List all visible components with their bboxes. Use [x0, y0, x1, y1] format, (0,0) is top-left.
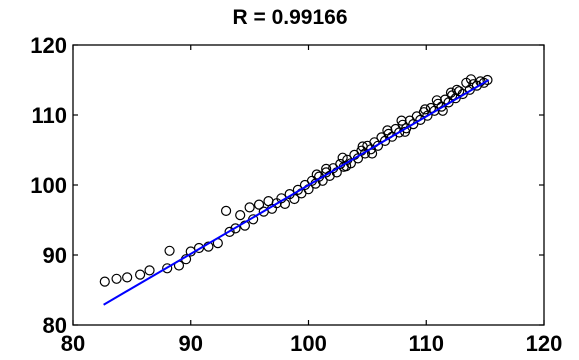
- data-point: [122, 272, 133, 283]
- data-point: [193, 242, 205, 254]
- data-point: [382, 125, 393, 136]
- data-point: [482, 74, 493, 86]
- regression-line: [103, 79, 490, 306]
- tick-labels: 80 90 100 110 120 80 90 100 110 120: [30, 33, 562, 356]
- data-point: [235, 210, 246, 221]
- data-point: [372, 140, 384, 151]
- data-point: [99, 276, 110, 287]
- data-point: [135, 269, 146, 280]
- data-point: [454, 86, 465, 97]
- data-point: [396, 115, 407, 126]
- axis-ticks: [72, 44, 545, 326]
- data-point: [224, 226, 235, 237]
- data-point: [244, 202, 255, 213]
- data-point: [253, 199, 265, 210]
- data-point: [465, 74, 477, 85]
- chart-title: R = 0.99166: [232, 6, 347, 29]
- data-point: [230, 223, 241, 234]
- data-point: [419, 104, 431, 115]
- data-point: [431, 95, 442, 106]
- data-point: [144, 265, 155, 276]
- data-point: [220, 205, 232, 216]
- x-tick-label: 110: [409, 331, 445, 356]
- data-point: [451, 84, 462, 95]
- y-tick-label: 120: [30, 33, 67, 58]
- data-point: [292, 184, 304, 195]
- data-point: [311, 169, 322, 180]
- y-tick-label: 90: [43, 243, 67, 268]
- data-point: [111, 273, 122, 284]
- x-tick-label: 100: [290, 331, 327, 356]
- data-point: [321, 163, 332, 174]
- data-point: [357, 141, 368, 152]
- data-point: [162, 263, 173, 274]
- x-tick-label: 120: [526, 331, 563, 356]
- y-tick-label: 100: [30, 173, 67, 198]
- x-tick-label: 90: [179, 331, 203, 356]
- y-tick-label: 80: [43, 313, 67, 338]
- x-tick-label: 80: [61, 331, 85, 356]
- data-point: [164, 245, 175, 256]
- y-tick-label: 110: [32, 103, 68, 128]
- data-point: [445, 87, 457, 98]
- data-point: [478, 77, 490, 88]
- fit-line-layer: [103, 79, 490, 306]
- data-point: [337, 152, 348, 163]
